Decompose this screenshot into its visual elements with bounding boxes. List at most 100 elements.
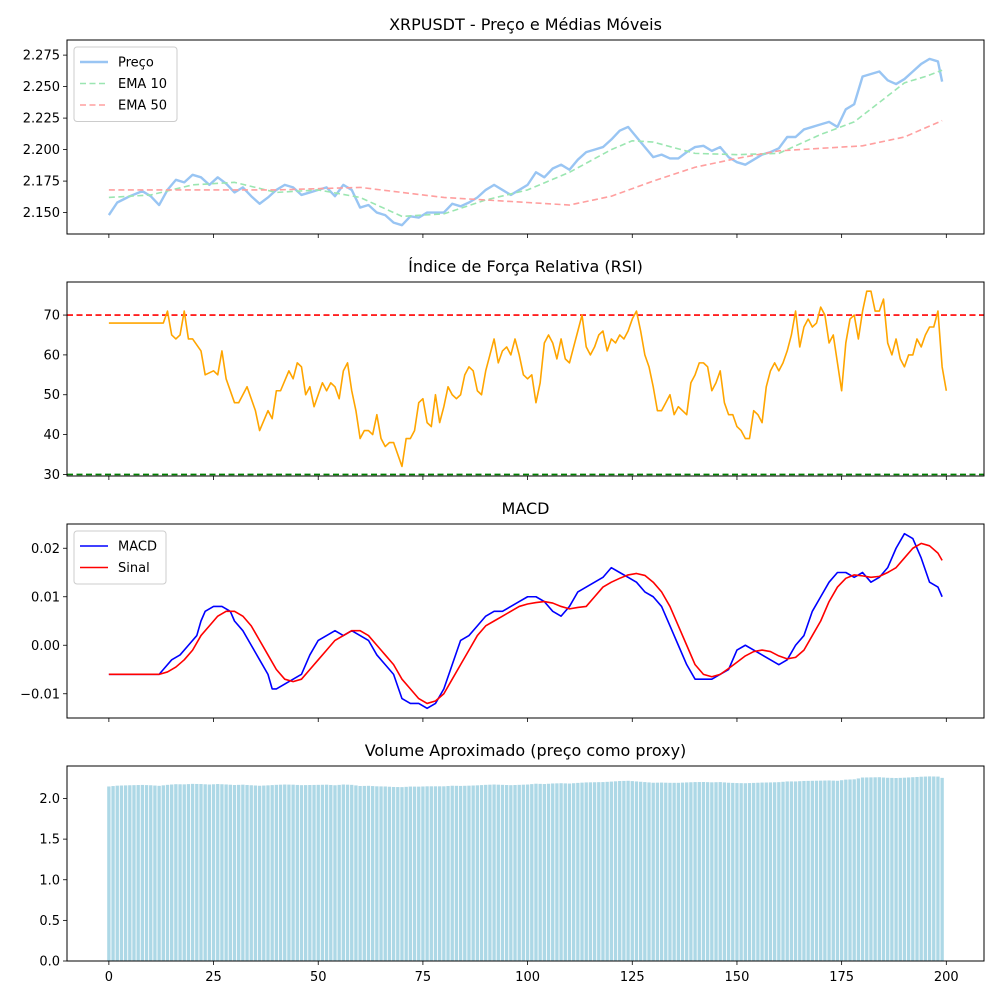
volume-bar — [881, 777, 886, 961]
volume-bar — [551, 783, 555, 961]
volume-bar — [902, 777, 907, 961]
rsi-line — [108, 290, 948, 468]
volume-bar — [869, 777, 873, 961]
y-tick-label: 2.0 — [39, 792, 60, 807]
ema-10-line — [108, 69, 943, 218]
volume-bar — [613, 781, 618, 961]
volume-bar — [919, 776, 923, 961]
plot-area — [107, 776, 944, 961]
y-tick-label: 2.200 — [23, 143, 60, 158]
volume-bar — [852, 779, 856, 961]
volume-bar — [789, 781, 794, 961]
volume-bar — [299, 785, 304, 961]
volume-bar — [119, 785, 124, 961]
volume-bar — [638, 781, 643, 961]
macd-chart-title: MACD — [502, 499, 550, 518]
volume-bar — [257, 785, 262, 961]
y-tick-label: 60 — [43, 348, 60, 363]
volume-bar — [471, 785, 475, 961]
volume-bar — [555, 783, 559, 961]
volume-bar — [362, 785, 366, 961]
volume-bar — [647, 782, 651, 961]
volume-bar — [207, 784, 212, 961]
volume-bar — [425, 786, 429, 961]
y-tick-label: 0.01 — [31, 590, 60, 605]
volume-bar — [605, 781, 609, 961]
volume-bar — [132, 785, 136, 961]
rsi-chart-title: Índice de Força Relativa (RSI) — [408, 257, 643, 276]
volume-bar — [915, 776, 919, 961]
volume-bar — [404, 786, 408, 961]
volume-bar — [835, 780, 840, 961]
volume-bar — [923, 776, 928, 961]
volume-bar — [739, 783, 743, 961]
volume-bar — [664, 782, 668, 961]
volume-bar — [630, 781, 634, 961]
macd-line — [108, 532, 943, 710]
volume-bar — [517, 784, 521, 961]
volume-bar — [542, 784, 547, 961]
legend-label: EMA 10 — [118, 77, 167, 92]
y-tick-label: 2.175 — [23, 175, 60, 190]
volume-bar — [203, 784, 207, 961]
volume-bar — [479, 785, 484, 961]
volume-bar — [128, 785, 132, 961]
volume-bar — [253, 785, 258, 961]
volume-bar — [157, 785, 161, 961]
volume-bar — [232, 785, 237, 961]
y-tick-label: 0.5 — [39, 914, 60, 929]
volume-bar — [597, 782, 601, 961]
volume-bar — [496, 784, 500, 961]
volume-bar — [379, 786, 383, 961]
volume-bar — [303, 785, 308, 961]
volume-bar — [186, 784, 191, 961]
volume-bar — [391, 786, 396, 961]
volume-bar — [798, 781, 802, 961]
legend-box — [73, 46, 178, 122]
volume-bar — [446, 786, 450, 961]
volume-bar — [802, 780, 806, 961]
volume-bar — [752, 782, 756, 961]
volume-bar — [421, 786, 425, 961]
volume-bar — [906, 777, 911, 961]
axes-frame — [66, 765, 985, 962]
volume-bar — [622, 780, 626, 961]
volume-bar — [659, 782, 664, 961]
volume-bar — [165, 784, 170, 961]
volume-bar — [140, 784, 145, 961]
volume-bar — [337, 784, 341, 961]
volume-bar — [107, 786, 111, 961]
ema-50-line — [108, 119, 943, 206]
axes-frame — [66, 523, 985, 719]
plot-area — [108, 532, 943, 710]
volume-bar — [580, 782, 584, 961]
volume-bar — [626, 780, 630, 961]
volume-bar — [354, 785, 358, 961]
x-tick-label: 125 — [620, 970, 645, 985]
volume-bar — [534, 783, 538, 961]
volume-bar — [174, 784, 178, 961]
volume-bar — [676, 782, 681, 961]
y-tick-label: 0.0 — [39, 955, 60, 970]
plot-area — [67, 290, 984, 476]
volume-bar — [772, 782, 777, 961]
volume-bar — [329, 784, 333, 961]
legend-label: EMA 50 — [118, 99, 167, 114]
volume-bar — [241, 784, 245, 961]
volume-bar — [844, 779, 848, 961]
volume-bar — [819, 780, 823, 961]
volume-bar — [827, 780, 831, 961]
volume-bar — [283, 784, 287, 961]
volume-bar — [220, 784, 224, 961]
volume-bar — [366, 785, 371, 961]
volume-bar — [170, 784, 174, 961]
volume-bar — [559, 783, 563, 961]
volume-bar — [387, 786, 392, 961]
legend-label: Preço — [118, 56, 154, 71]
pre-o-line — [107, 57, 944, 227]
volume-bar — [831, 780, 835, 961]
volume-bar — [375, 786, 379, 961]
volume-bar — [768, 782, 773, 961]
volume-bar — [488, 784, 492, 961]
